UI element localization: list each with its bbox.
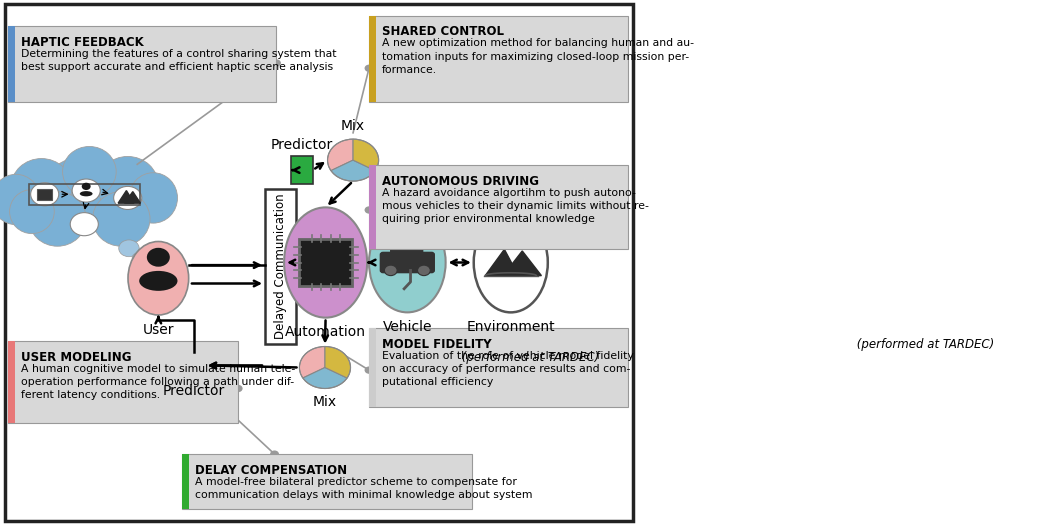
Circle shape bbox=[270, 450, 279, 458]
Circle shape bbox=[365, 366, 373, 374]
Circle shape bbox=[234, 385, 242, 392]
Text: Automation: Automation bbox=[286, 326, 366, 340]
Text: User: User bbox=[142, 323, 174, 337]
FancyBboxPatch shape bbox=[8, 26, 16, 102]
FancyBboxPatch shape bbox=[369, 165, 376, 249]
FancyBboxPatch shape bbox=[369, 16, 376, 102]
Circle shape bbox=[71, 213, 98, 236]
Text: Determining the features of a control sharing system that
best support accurate : Determining the features of a control sh… bbox=[21, 49, 336, 72]
Ellipse shape bbox=[129, 173, 177, 223]
Ellipse shape bbox=[473, 213, 548, 312]
Polygon shape bbox=[124, 192, 140, 203]
Text: (performed at TARDEC): (performed at TARDEC) bbox=[458, 351, 600, 364]
FancyBboxPatch shape bbox=[291, 156, 313, 184]
FancyBboxPatch shape bbox=[8, 341, 238, 423]
Wedge shape bbox=[353, 139, 378, 171]
Text: AUTONOMOUS DRIVING: AUTONOMOUS DRIVING bbox=[382, 175, 539, 188]
Circle shape bbox=[132, 253, 147, 264]
FancyBboxPatch shape bbox=[8, 26, 276, 102]
Ellipse shape bbox=[11, 159, 72, 216]
Ellipse shape bbox=[97, 156, 158, 214]
FancyBboxPatch shape bbox=[265, 189, 295, 344]
Text: USER MODELING: USER MODELING bbox=[21, 351, 132, 364]
Text: Mix: Mix bbox=[341, 119, 365, 133]
Text: SHARED CONTROL: SHARED CONTROL bbox=[382, 25, 504, 38]
Ellipse shape bbox=[139, 271, 177, 291]
Circle shape bbox=[365, 65, 373, 72]
Text: Delayed Communication: Delayed Communication bbox=[274, 194, 287, 339]
FancyBboxPatch shape bbox=[298, 239, 352, 286]
Wedge shape bbox=[328, 139, 353, 171]
Text: A model-free bilateral predictor scheme to compensate for
communication delays w: A model-free bilateral predictor scheme … bbox=[195, 477, 532, 500]
Text: A human cognitive model to simulate human tele-
operation performance following : A human cognitive model to simulate huma… bbox=[21, 364, 295, 400]
FancyBboxPatch shape bbox=[369, 16, 627, 102]
Text: Vehicle: Vehicle bbox=[383, 320, 432, 334]
Text: Environment: Environment bbox=[467, 320, 555, 334]
Circle shape bbox=[147, 248, 170, 267]
Circle shape bbox=[119, 240, 139, 257]
Ellipse shape bbox=[0, 174, 40, 225]
Ellipse shape bbox=[128, 242, 189, 315]
Circle shape bbox=[272, 59, 281, 67]
FancyBboxPatch shape bbox=[8, 341, 16, 423]
Text: HAPTIC FEEDBACK: HAPTIC FEEDBACK bbox=[21, 36, 143, 49]
Text: Mix: Mix bbox=[313, 395, 337, 409]
Polygon shape bbox=[503, 251, 542, 276]
FancyBboxPatch shape bbox=[183, 352, 204, 379]
Ellipse shape bbox=[28, 192, 86, 246]
Circle shape bbox=[417, 265, 430, 276]
FancyBboxPatch shape bbox=[369, 328, 376, 407]
FancyBboxPatch shape bbox=[37, 189, 53, 200]
Circle shape bbox=[114, 186, 141, 209]
Circle shape bbox=[31, 183, 59, 206]
Ellipse shape bbox=[9, 190, 54, 234]
Ellipse shape bbox=[369, 213, 446, 312]
FancyBboxPatch shape bbox=[391, 242, 423, 256]
Polygon shape bbox=[485, 249, 519, 276]
Wedge shape bbox=[331, 160, 375, 181]
FancyBboxPatch shape bbox=[369, 165, 627, 249]
Ellipse shape bbox=[80, 191, 93, 196]
FancyBboxPatch shape bbox=[369, 328, 627, 407]
FancyBboxPatch shape bbox=[5, 4, 633, 521]
Text: Predictor: Predictor bbox=[163, 384, 226, 398]
Wedge shape bbox=[302, 368, 347, 388]
Circle shape bbox=[365, 206, 373, 214]
FancyBboxPatch shape bbox=[182, 454, 189, 509]
Wedge shape bbox=[299, 346, 325, 378]
Wedge shape bbox=[325, 346, 351, 378]
Text: A new optimization method for balancing human and au-
tomation inputs for maximi: A new optimization method for balancing … bbox=[382, 38, 694, 75]
Text: (performed at TARDEC): (performed at TARDEC) bbox=[853, 338, 994, 351]
Circle shape bbox=[82, 183, 91, 190]
FancyBboxPatch shape bbox=[182, 454, 472, 509]
Circle shape bbox=[141, 262, 150, 270]
Ellipse shape bbox=[62, 146, 116, 197]
Text: DELAY COMPENSATION: DELAY COMPENSATION bbox=[195, 464, 347, 477]
Ellipse shape bbox=[93, 192, 150, 246]
Polygon shape bbox=[118, 191, 134, 203]
Circle shape bbox=[72, 179, 100, 202]
FancyBboxPatch shape bbox=[380, 253, 434, 272]
Text: Evaluation of the role of vehicle model fidelity
on accuracy of performance resu: Evaluation of the role of vehicle model … bbox=[382, 351, 633, 387]
Circle shape bbox=[385, 265, 397, 276]
Text: Predictor: Predictor bbox=[271, 138, 333, 152]
Text: MODEL FIDELITY: MODEL FIDELITY bbox=[382, 338, 491, 351]
Ellipse shape bbox=[40, 156, 132, 232]
Text: A hazard avoidance algortihm to push autono-
mous vehicles to their dynamic limi: A hazard avoidance algortihm to push aut… bbox=[382, 188, 648, 224]
Ellipse shape bbox=[285, 207, 367, 318]
